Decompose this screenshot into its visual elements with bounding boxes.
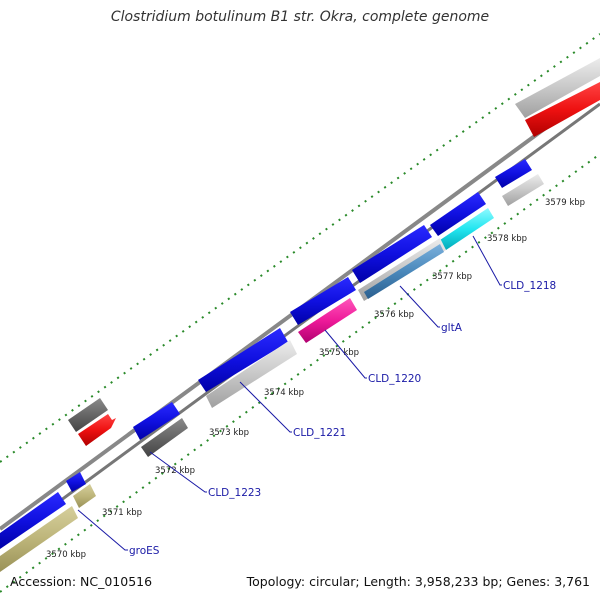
tick-label-3576: 3576 kbp	[374, 310, 414, 320]
feature-olive-3570[interactable]	[0, 506, 78, 572]
tick-label-3577: 3577 kbp	[432, 272, 472, 282]
connector-CLD_1218	[472, 235, 502, 286]
gene-label-CLD_1220[interactable]: CLD_1220	[368, 373, 421, 385]
tick-label-3572: 3572 kbp	[155, 466, 195, 476]
feature-grey-top[interactable]	[515, 58, 600, 118]
feature-grey-3574[interactable]	[206, 340, 297, 408]
tick-label-3579: 3579 kbp	[545, 198, 585, 208]
gene-label-CLD_1223[interactable]: CLD_1223	[208, 487, 261, 499]
feature-olive-3571[interactable]	[73, 484, 96, 508]
feature-magenta-3575[interactable]	[298, 298, 357, 343]
feature-steel-3576[interactable]	[364, 244, 444, 299]
feature-cds-3571[interactable]	[66, 472, 86, 492]
tick-label-3578: 3578 kbp	[487, 234, 527, 244]
connector-CLD_1223	[149, 451, 207, 493]
gene-label-CLD_1218[interactable]: CLD_1218	[503, 280, 556, 292]
feature-cyan-3578[interactable]	[440, 208, 494, 250]
connector-groES	[77, 509, 128, 551]
gene-label-CLD_1221[interactable]: CLD_1221	[293, 427, 346, 439]
feature-dark-grey-3573[interactable]	[141, 418, 188, 457]
topology-text: Topology: circular; Length: 3,958,233 bp…	[246, 574, 590, 589]
feature-cds-3577[interactable]	[352, 225, 432, 283]
feature-cds-3570[interactable]	[0, 492, 66, 549]
tick-label-3573: 3573 kbp	[209, 428, 249, 438]
tick-label-3574: 3574 kbp	[264, 388, 304, 398]
tick-label-3575: 3575 kbp	[319, 348, 359, 358]
inner-tick-row	[0, 153, 600, 593]
feature-cds-3578[interactable]	[430, 192, 486, 236]
outer-tick-row	[0, 33, 600, 463]
feature-cds-3575[interactable]	[290, 277, 356, 325]
tick-label-3571: 3571 kbp	[102, 508, 142, 518]
accession-text: Accession: NC_010516	[10, 574, 153, 589]
feature-red-left[interactable]	[78, 414, 116, 446]
gene-label-groES[interactable]: groES	[129, 545, 160, 557]
feature-red-top[interactable]	[525, 82, 600, 137]
connector-CLD_1221	[239, 381, 292, 433]
tick-label-3570: 3570 kbp	[46, 550, 86, 560]
connector-gltA	[399, 285, 440, 328]
gene-label-gltA[interactable]: gltA	[441, 322, 463, 334]
feature-cds-3574[interactable]	[198, 328, 288, 392]
feature-dark-grey-left[interactable]	[68, 398, 108, 432]
feature-cds-3573[interactable]	[133, 402, 180, 440]
map-title: Clostridium botulinum B1 str. Okra, comp…	[110, 9, 490, 25]
feature-grey-3579[interactable]	[502, 174, 544, 206]
connector-CLD_1220	[324, 329, 367, 379]
feature-cds-3579[interactable]	[495, 159, 532, 188]
